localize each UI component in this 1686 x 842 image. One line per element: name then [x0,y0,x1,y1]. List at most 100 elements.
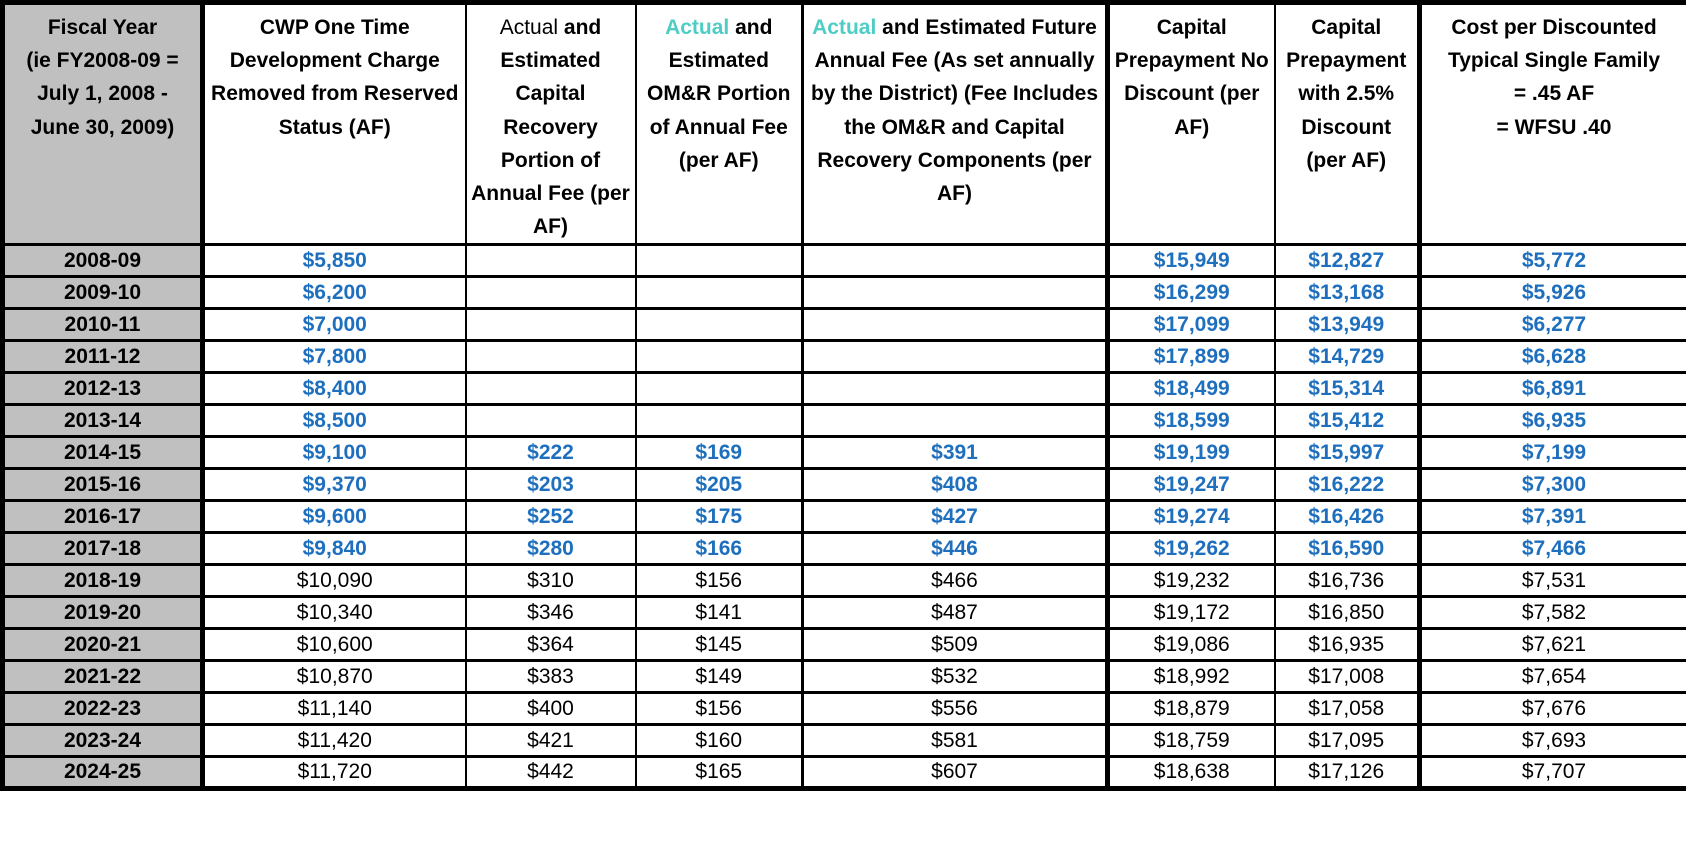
cell-capital-prepayment-discount: $17,058 [1273,691,1421,727]
cell-capital-prepayment-no-discount: $18,638 [1105,755,1276,791]
cell-capital-prepayment-no-discount: $17,099 [1105,307,1276,343]
cell-omr-portion: $156 [634,563,804,599]
header-line: (ie FY2008-09 = [26,49,179,73]
cell-cost-per-single-family: $7,676 [1417,691,1686,727]
table-row-2024-25: 2024-25 $11,720 $442 $165 $607 $18,638 $17,126… [1,755,1686,791]
header-text-segment: and Estimated Capital Recovery Portion o… [471,16,630,239]
table-row-2013-14: 2013-14 $8,500 $18,599 $15,412 $6,935 [1,403,1686,439]
fiscal-year-cell: 2009-10 [1,275,204,311]
cell-capital-recovery-portion [464,307,637,343]
cell-cwp-one-time-development-charge: $8,500 [200,403,467,439]
cell-cwp-one-time-development-charge: $9,370 [200,467,467,503]
fiscal-year-cell: 2010-11 [1,307,204,343]
cell-cwp-one-time-development-charge: $9,600 [200,499,467,535]
cell-omr-portion: $169 [634,435,804,471]
header-row: Fiscal Year (ie FY2008-09 = July 1, 2008 -… [1,0,1686,247]
fiscal-year-cell: 2022-23 [1,691,204,727]
header-text-segment: Actual [665,16,730,39]
cell-future-annual-fee: $487 [801,595,1109,631]
cell-future-annual-fee [801,339,1109,375]
cell-capital-prepayment-no-discount: $19,247 [1105,467,1276,503]
cell-capital-prepayment-no-discount: $18,992 [1105,659,1276,695]
table-row-2008-09: 2008-09 $5,850 $15,949 $12,827 $5,772 [1,243,1686,279]
cell-capital-recovery-portion: $310 [464,563,637,599]
cell-future-annual-fee: $607 [801,755,1109,791]
cell-omr-portion: $141 [634,595,804,631]
cell-capital-prepayment-discount: $16,935 [1273,627,1421,663]
cell-omr-portion [634,403,804,439]
cell-cost-per-single-family: $6,935 [1417,403,1686,439]
cell-capital-recovery-portion: $252 [464,499,637,535]
table-row-2017-18: 2017-18 $9,840 $280 $166 $446 $19,262 $16,590 $… [1,531,1686,567]
cell-future-annual-fee [801,243,1109,279]
cell-cwp-one-time-development-charge: $8,400 [200,371,467,407]
cell-cost-per-single-family: $7,707 [1417,755,1686,791]
cell-capital-recovery-portion [464,243,637,279]
header-cell-capital-prepayment-discount: Capital Prepayment with 2.5% Discount (p… [1273,0,1421,247]
cell-capital-prepayment-discount: $12,827 [1273,243,1421,279]
cell-future-annual-fee [801,307,1109,343]
header-text-segment: Actual [499,16,559,39]
header-line: = WFSU .40 [1496,115,1612,139]
fee-schedule-table: Fiscal Year (ie FY2008-09 = July 1, 2008 -… [0,0,1686,792]
fiscal-year-cell: 2014-15 [1,435,204,471]
table-row-2019-20: 2019-20 $10,340 $346 $141 $487 $19,172 $16,850… [1,595,1686,631]
table-row-2011-12: 2011-12 $7,800 $17,899 $14,729 $6,628 [1,339,1686,375]
cell-cost-per-single-family: $7,654 [1417,659,1686,695]
header-text-segment: CWP One Time Development Charge Removed … [211,16,459,139]
cell-cwp-one-time-development-charge: $7,000 [200,307,467,343]
cell-capital-prepayment-no-discount: $19,232 [1105,563,1276,599]
cell-capital-recovery-portion: $442 [464,755,637,791]
cell-cost-per-single-family: $7,466 [1417,531,1686,567]
fiscal-year-cell: 2023-24 [1,723,204,759]
cell-cwp-one-time-development-charge: $10,340 [200,595,467,631]
cell-cost-per-single-family: $7,693 [1417,723,1686,759]
fiscal-year-cell: 2017-18 [1,531,204,567]
cell-capital-recovery-portion: $421 [464,723,637,759]
cell-capital-recovery-portion [464,371,637,407]
fiscal-year-cell: 2016-17 [1,499,204,535]
cell-future-annual-fee: $427 [801,499,1109,535]
cell-future-annual-fee: $408 [801,467,1109,503]
header-line: Cost per Discounted [1451,16,1657,39]
header-cell-capital-recovery-portion: Actual and Estimated Capital Recovery Po… [464,0,637,247]
cell-omr-portion [634,243,804,279]
cell-cwp-one-time-development-charge: $6,200 [200,275,467,311]
cell-future-annual-fee: $581 [801,723,1109,759]
header-text-segment: Actual [812,16,877,39]
table-row-2022-23: 2022-23 $11,140 $400 $156 $556 $18,879 $17,058… [1,691,1686,727]
cell-cwp-one-time-development-charge: $5,850 [200,243,467,279]
fiscal-year-cell: 2019-20 [1,595,204,631]
cell-future-annual-fee [801,275,1109,311]
cell-capital-prepayment-no-discount: $16,299 [1105,275,1276,311]
cell-capital-prepayment-no-discount: $15,949 [1105,243,1276,279]
cell-cost-per-single-family: $7,582 [1417,595,1686,631]
cell-future-annual-fee: $391 [801,435,1109,471]
cell-cwp-one-time-development-charge: $10,870 [200,659,467,695]
cell-capital-recovery-portion: $280 [464,531,637,567]
cell-future-annual-fee [801,403,1109,439]
cell-capital-recovery-portion: $346 [464,595,637,631]
cell-capital-prepayment-no-discount: $17,899 [1105,339,1276,375]
cell-capital-prepayment-no-discount: $19,199 [1105,435,1276,471]
cell-capital-prepayment-discount: $15,314 [1273,371,1421,407]
cell-cwp-one-time-development-charge: $10,090 [200,563,467,599]
cell-cost-per-single-family: $6,891 [1417,371,1686,407]
cell-capital-prepayment-no-discount: $19,274 [1105,499,1276,535]
cell-cost-per-single-family: $7,531 [1417,563,1686,599]
cell-future-annual-fee: $509 [801,627,1109,663]
cell-capital-prepayment-no-discount: $19,172 [1105,595,1276,631]
header-line: June 30, 2009) [30,115,175,139]
cell-cwp-one-time-development-charge: $7,800 [200,339,467,375]
table-row-2014-15: 2014-15 $9,100 $222 $169 $391 $19,199 $15,997 $… [1,435,1686,471]
cell-omr-portion [634,371,804,407]
header-text-segment: Capital Prepayment with 2.5% Discount (p… [1286,16,1407,172]
cell-capital-prepayment-no-discount: $19,086 [1105,627,1276,663]
cell-future-annual-fee: $556 [801,691,1109,727]
cell-cwp-one-time-development-charge: $11,140 [200,691,467,727]
cell-cost-per-single-family: $6,628 [1417,339,1686,375]
cell-omr-portion [634,307,804,343]
cell-cwp-one-time-development-charge: $11,720 [200,755,467,791]
cell-cost-per-single-family: $7,199 [1417,435,1686,471]
